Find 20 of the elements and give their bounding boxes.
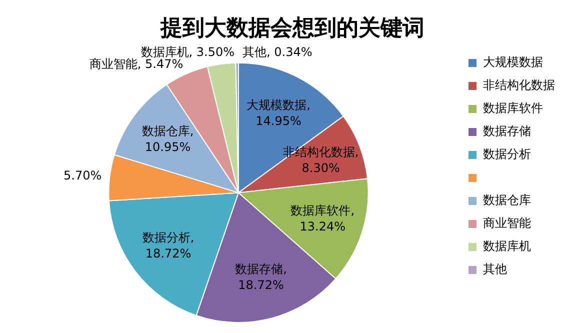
data-label: 5.70%: [64, 168, 102, 182]
data-label: 数据库软件, 13.24%: [290, 204, 355, 234]
data-label: 数据库机, 3.50%: [140, 45, 234, 60]
data-label: 数据存储, 18.72%: [235, 262, 287, 292]
legend-label: 数据存储: [483, 124, 531, 138]
legend-label: 数据库软件: [483, 101, 543, 116]
legend-label: 数据分析: [483, 147, 531, 162]
data-label: 大规模数据, 14.95%: [246, 98, 310, 128]
legend-label: 大规模数据: [483, 55, 543, 70]
data-label: 非结构化数据, 8.30%: [282, 144, 359, 175]
legend-label: 非结构化数据: [483, 78, 555, 92]
data-label: 数据仓库, 10.95%: [142, 124, 194, 154]
data-label: 数据分析, 18.72%: [142, 230, 194, 260]
chart-title: 提到大数据会想到的关键词: [160, 14, 424, 41]
legend-label: 其他: [483, 262, 507, 276]
data-label: 其他, 0.34%: [242, 45, 312, 60]
legend-label: 数据库机: [483, 239, 531, 254]
legend-label: 商业智能: [483, 216, 531, 230]
legend-label: 数据仓库: [483, 193, 531, 208]
data-label: 商业智能, 5.47%: [89, 56, 184, 71]
